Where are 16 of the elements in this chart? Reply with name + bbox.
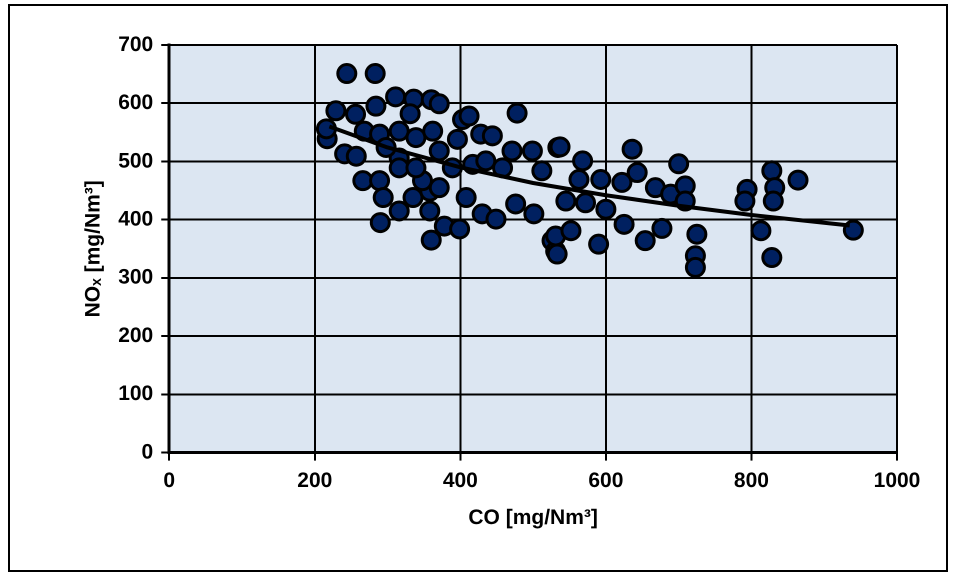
y-tick-label: 600 — [118, 91, 154, 114]
x-tick-label: 1000 — [874, 468, 920, 492]
y-tick-label: 0 — [142, 440, 154, 464]
x-tick-label: 400 — [442, 468, 478, 492]
x-tick-label: 800 — [734, 468, 769, 492]
x-tick-label: 0 — [163, 468, 176, 492]
y-tick-label: 300 — [118, 266, 154, 289]
y-tick-label: 400 — [118, 207, 154, 230]
x-axis-title: CO [mg/Nm³] — [468, 506, 598, 530]
x-tick-label: 600 — [588, 468, 624, 492]
y-tick-label: 200 — [118, 324, 154, 347]
x-tick-label: 200 — [297, 468, 332, 492]
y-tick-label: 100 — [118, 382, 154, 406]
y-tick-label: 700 — [118, 32, 154, 56]
y-axis-title: NOₓ [mg/Nm³] — [81, 180, 104, 318]
y-tick-label: 500 — [118, 149, 154, 172]
